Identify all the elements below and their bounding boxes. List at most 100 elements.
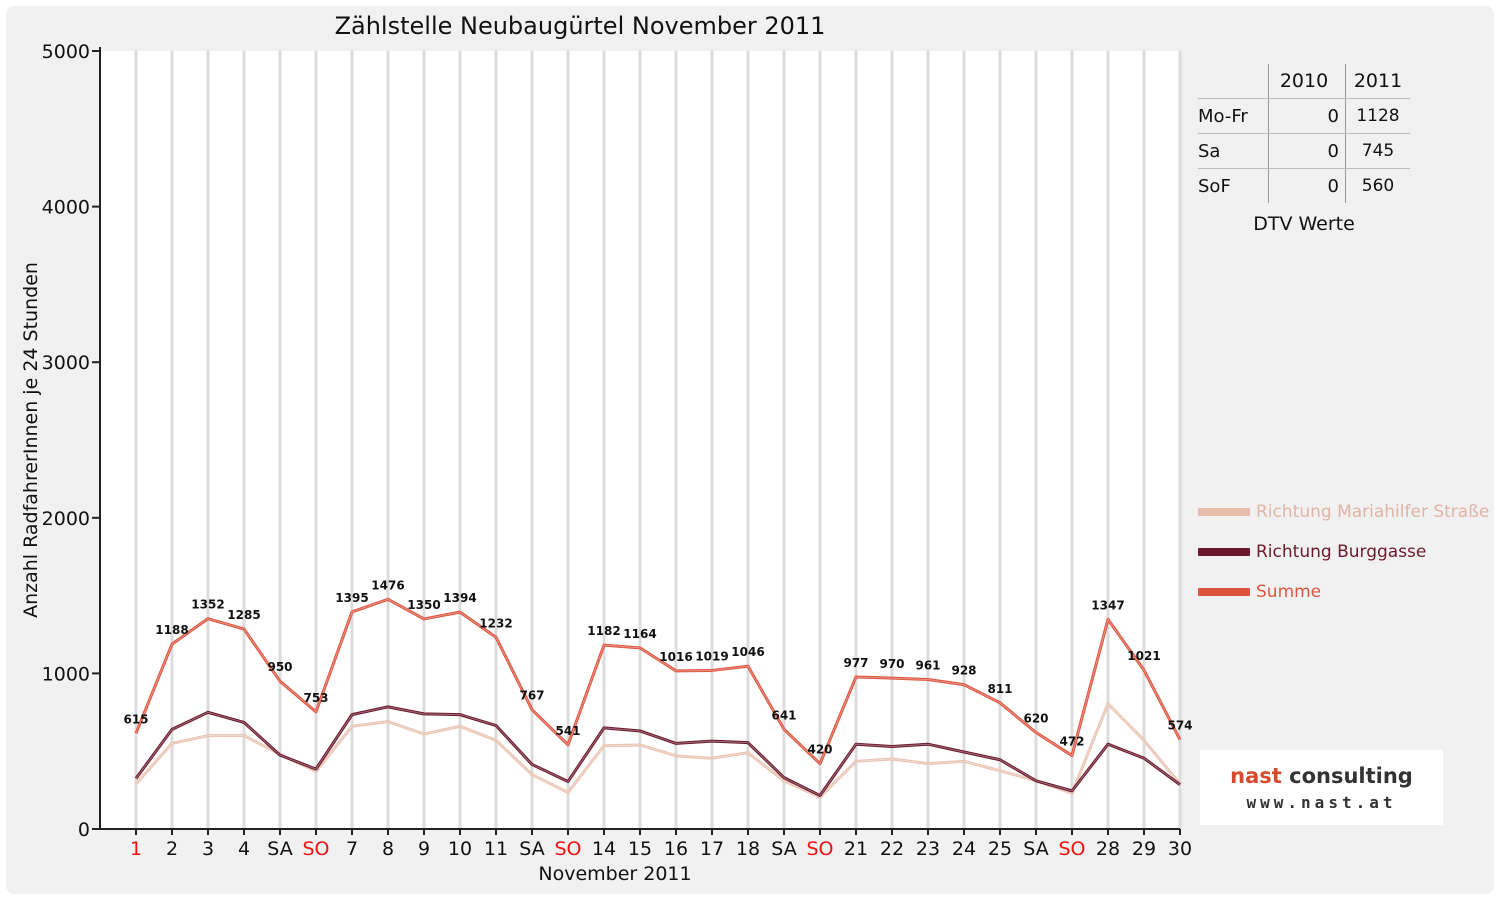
logo-text-consulting: consulting [1281, 764, 1413, 788]
x-tick-label: 24 [952, 838, 976, 860]
x-tick-label: 28 [1096, 838, 1120, 860]
dtv-cell: 745 [1345, 133, 1410, 169]
data-label: 1182 [587, 624, 620, 638]
y-tick-label: 5000 [42, 41, 90, 63]
data-label: 1347 [1091, 598, 1124, 612]
legend-label: Summe [1256, 582, 1322, 602]
data-label: 928 [951, 664, 976, 678]
dtv-row-label: Mo-Fr [1198, 98, 1269, 134]
data-label: 1019 [695, 649, 728, 663]
data-label: 620 [1023, 712, 1048, 726]
x-tick-label: 7 [346, 838, 358, 860]
x-tick-label: 1 [130, 838, 142, 860]
data-label: 1188 [155, 623, 188, 637]
chart-title: Zählstelle Neubaugürtel November 2011 [334, 12, 826, 40]
x-tick-label: 30 [1168, 838, 1192, 860]
data-label: 977 [843, 656, 868, 670]
data-label: 1350 [407, 598, 440, 612]
x-tick-label: SO [1058, 838, 1085, 860]
y-tick-label: 2000 [42, 508, 90, 530]
legend-label: Richtung Mariahilfer Straße [1256, 502, 1490, 522]
y-tick-label: 0 [78, 819, 90, 841]
dtv-caption: DTV Werte [1253, 213, 1355, 235]
data-label: 541 [555, 724, 580, 738]
x-tick-label: 22 [880, 838, 904, 860]
x-tick-label: SA [1023, 838, 1048, 860]
x-tick-label: 2 [166, 838, 178, 860]
series-line-highlight [135, 706, 1181, 797]
x-tick-label: SA [771, 838, 796, 860]
x-tick-label: 4 [238, 838, 250, 860]
data-label: 1046 [731, 645, 764, 659]
dtv-row-label: Sa [1198, 133, 1269, 169]
x-tick-label: 3 [202, 838, 214, 860]
x-tick-label: SA [519, 838, 544, 860]
x-tick-label: 11 [484, 838, 508, 860]
series-line-highlight [135, 598, 1181, 765]
data-label: 1232 [479, 616, 512, 630]
x-tick-label: 29 [1132, 838, 1156, 860]
dtv-cell: 0 [1268, 168, 1346, 203]
legend-item: Summe [1198, 572, 1489, 612]
y-tick-label: 3000 [42, 352, 90, 374]
series-line [134, 702, 1182, 799]
legend-swatch [1198, 588, 1250, 596]
x-tick-label: SO [554, 838, 581, 860]
x-tick-label: 21 [844, 838, 868, 860]
x-tick-label: 9 [418, 838, 430, 860]
dtv-cell: 560 [1345, 168, 1410, 203]
dtv-header-2011: 2011 [1345, 64, 1410, 99]
y-tick-label: 4000 [42, 197, 90, 219]
x-tick-label: 23 [916, 838, 940, 860]
legend-swatch [1198, 508, 1250, 516]
data-label: 753 [303, 691, 328, 705]
data-label: 767 [519, 689, 544, 703]
legend-label: Richtung Burggasse [1256, 542, 1427, 562]
x-tick-label: 15 [628, 838, 652, 860]
data-label: 1352 [191, 598, 224, 612]
x-axis-label: November 2011 [538, 863, 692, 885]
data-label: 950 [267, 660, 292, 674]
data-label: 641 [771, 708, 796, 722]
logo-text-nast: nast [1230, 764, 1282, 788]
dtv-cell: 0 [1268, 133, 1346, 169]
x-tick-label: SO [806, 838, 833, 860]
x-tick-label: 17 [700, 838, 724, 860]
x-tick-label: 25 [988, 838, 1012, 860]
series-line-highlight [135, 702, 1181, 798]
data-label: 1395 [335, 591, 368, 605]
data-label: 420 [807, 743, 832, 757]
legend-item: Richtung Mariahilfer Straße [1198, 492, 1489, 532]
logo-url: www.nast.at [1246, 793, 1397, 812]
legend-item: Richtung Burggasse [1198, 532, 1489, 572]
series-line [134, 597, 1182, 766]
company-logo: nast consulting www.nast.at [1200, 750, 1443, 825]
dtv-cell: 0 [1268, 98, 1346, 134]
dtv-row-label: SoF [1198, 175, 1231, 197]
series-line [134, 705, 1181, 798]
x-tick-label: SA [267, 838, 292, 860]
x-tick-label: 10 [448, 838, 472, 860]
data-label: 1016 [659, 650, 692, 664]
y-axis-label: Anzahl RadfahrerInnen je 24 Stunden [20, 262, 42, 618]
data-label: 811 [987, 682, 1012, 696]
data-label: 574 [1167, 719, 1192, 733]
dtv-table: 2010 2011 Mo-Fr 0 1128 Sa 0 745 SoF 0 56… [1198, 64, 1410, 241]
x-tick-label: 18 [736, 838, 760, 860]
y-tick-label: 1000 [42, 663, 90, 685]
data-label: 472 [1059, 735, 1084, 749]
logo-wordmark: nast consulting [1200, 764, 1443, 788]
legend: Richtung Mariahilfer Straße Richtung Bur… [1198, 492, 1489, 612]
dtv-header-2010: 2010 [1268, 64, 1346, 99]
x-tick-label: SO [302, 838, 329, 860]
legend-swatch [1198, 548, 1250, 556]
x-tick-label: 16 [664, 838, 688, 860]
x-tick-label: 14 [592, 838, 616, 860]
x-tick-label: 8 [382, 838, 394, 860]
data-label: 1021 [1127, 649, 1160, 663]
data-label: 961 [915, 658, 940, 672]
data-label: 1394 [443, 591, 476, 605]
data-label: 970 [879, 657, 904, 671]
data-label: 1476 [371, 578, 404, 592]
